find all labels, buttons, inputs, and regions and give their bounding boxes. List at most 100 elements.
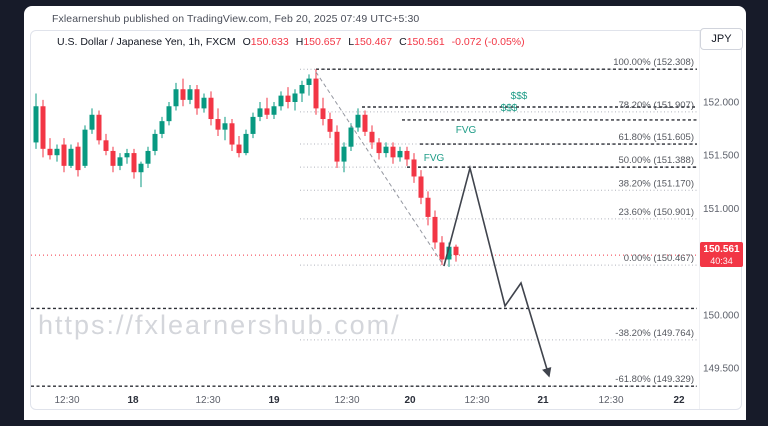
currency-unit-button[interactable]: JPY xyxy=(700,28,743,50)
ohlc-letter: C xyxy=(399,36,407,48)
fib-trend-line xyxy=(315,71,445,267)
last-price-value: 150.561 xyxy=(703,244,740,256)
fib-level-label: 100.00% (152.308) xyxy=(613,57,694,68)
candle-body xyxy=(180,89,186,100)
candle-body xyxy=(103,140,109,151)
candle-body xyxy=(446,246,452,260)
fib-level-label: -38.20% (149.764) xyxy=(615,328,694,339)
candle-body xyxy=(33,106,39,143)
candlestick-series xyxy=(33,69,459,267)
candle-body xyxy=(173,89,179,107)
candle-body xyxy=(341,146,347,162)
candle-body xyxy=(383,146,389,154)
time-axis-label: 21 xyxy=(537,395,549,406)
candle-body xyxy=(376,142,382,154)
candle-body xyxy=(194,89,200,109)
price-axis-label: 150.000 xyxy=(703,310,740,321)
candle-body xyxy=(40,106,46,149)
time-axis-label: 19 xyxy=(268,395,280,406)
candle-body xyxy=(327,119,333,132)
fib-level-label: 78.20% (151.907) xyxy=(618,100,694,111)
candle-body xyxy=(145,150,151,164)
ohlc-values: O150.633 H150.657 L150.467 C150.561 xyxy=(236,36,445,48)
time-axis-label: 20 xyxy=(404,395,416,406)
candle-body xyxy=(138,163,144,173)
time-axis-label: 12:30 xyxy=(334,395,359,406)
candle-body xyxy=(453,246,459,256)
price-axis-separator xyxy=(699,31,700,409)
time-axis-label: 12:30 xyxy=(464,395,489,406)
candle-body xyxy=(404,150,410,160)
candle-body xyxy=(278,95,284,107)
candle-body xyxy=(285,95,291,102)
time-axis-label: 12:30 xyxy=(598,395,623,406)
price-axis-label: 151.000 xyxy=(703,204,740,215)
candle-body xyxy=(152,133,158,151)
fib-level-label: 0.00% (150.467) xyxy=(624,253,694,264)
candle-body xyxy=(124,153,130,158)
ohlc-letter: L xyxy=(348,36,355,48)
change-value: -0.072 (-0.05%) xyxy=(451,36,525,48)
fib-retracement-lines xyxy=(31,68,699,387)
candle-body xyxy=(425,197,431,217)
fib-level-label: 50.00% (151.388) xyxy=(618,155,694,166)
ohlc-letter: O xyxy=(242,36,251,48)
chart-labels: 100.00% (152.308) 78.20% (151.907) 61.80% … xyxy=(424,57,694,385)
candle-body xyxy=(159,121,165,134)
ohlc-value: 150.633 xyxy=(250,36,289,48)
candle-body xyxy=(96,114,102,141)
candle-body xyxy=(292,93,298,102)
candle-body xyxy=(418,176,424,198)
candle-body xyxy=(397,150,403,158)
candle-body xyxy=(299,84,305,94)
drawn-projection xyxy=(315,71,552,378)
candle-body xyxy=(236,144,242,154)
candle-body xyxy=(222,123,228,130)
candle-body xyxy=(271,106,277,115)
candle-body xyxy=(47,148,53,156)
candle-body xyxy=(82,129,88,166)
fib-level-label: -61.80% (149.329) xyxy=(615,374,694,385)
candle-body xyxy=(208,97,214,120)
zone-annotation-label: $$$ xyxy=(511,91,528,102)
candle-body xyxy=(215,119,221,130)
candle-body xyxy=(201,97,207,109)
watermark-text: https://fxlearnershub.com/ xyxy=(38,310,401,340)
last-price-badge: 150.561 40:34 xyxy=(700,242,743,267)
time-axis-label: 12:30 xyxy=(54,395,79,406)
candle-body xyxy=(131,153,137,173)
candle-body xyxy=(166,106,172,122)
fib-level-label: 23.60% (150.901) xyxy=(618,207,694,218)
candle-body xyxy=(243,133,249,154)
ohlc-value: 150.467 xyxy=(354,36,393,48)
axis-labels[interactable]: 152.000 151.500 151.000 150.000 149.500 12:30… xyxy=(54,98,739,407)
candle-body xyxy=(313,78,319,109)
candle-body xyxy=(250,116,256,134)
candle-body xyxy=(306,78,312,85)
candle-body xyxy=(264,108,270,115)
candle-body xyxy=(362,114,368,132)
candle-body xyxy=(68,148,74,166)
candle-body xyxy=(61,144,67,166)
zone-annotation-label: FVG xyxy=(456,125,477,136)
candle-body xyxy=(89,114,95,130)
snapshot-card xyxy=(24,6,746,420)
ohlc-letter: H xyxy=(295,36,304,48)
candle-body xyxy=(187,89,193,100)
candle-body xyxy=(75,146,81,171)
candle-body xyxy=(390,146,396,158)
zone-annotation-label: $$$ xyxy=(501,103,518,114)
candle-body xyxy=(110,150,116,166)
candle-body xyxy=(355,114,361,128)
candle-body xyxy=(334,131,340,162)
chart-widget-border xyxy=(30,30,742,410)
candle-body xyxy=(54,148,60,156)
candle-body xyxy=(411,159,417,177)
price-axis-label: 151.500 xyxy=(703,151,740,162)
symbol-legend: U.S. Dollar / Japanese Yen, 1h, FXCM O150… xyxy=(57,36,525,48)
publish-info: Fxlearnershub published on TradingView.c… xyxy=(52,13,420,25)
candle-body xyxy=(369,131,375,143)
ohlc-value: 150.657 xyxy=(303,36,342,48)
